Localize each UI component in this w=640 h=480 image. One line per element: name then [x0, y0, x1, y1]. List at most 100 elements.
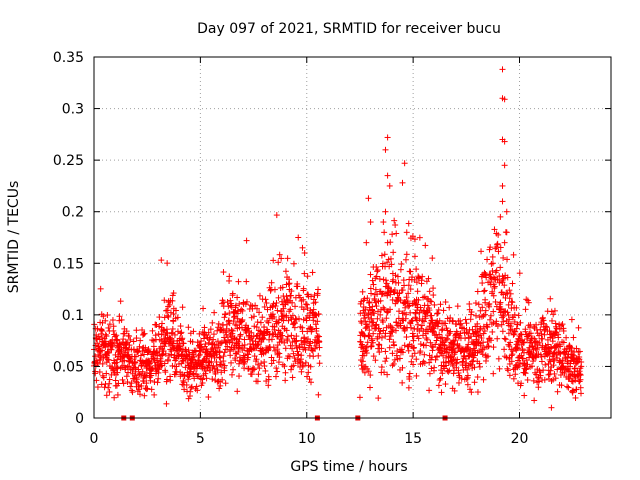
data-point [284, 333, 291, 340]
data-point [155, 369, 162, 376]
data-point [361, 369, 368, 376]
data-point [103, 392, 110, 399]
data-point [373, 264, 380, 271]
data-point [173, 368, 180, 375]
data-point [215, 320, 222, 327]
data-point [497, 244, 504, 251]
data-point [365, 195, 372, 202]
data-point [290, 350, 297, 357]
data-point [365, 368, 372, 375]
data-point [556, 326, 563, 333]
data-point [521, 369, 528, 376]
data-point [468, 309, 475, 316]
data-point [567, 360, 574, 367]
data-point [300, 285, 307, 292]
data-point [139, 326, 146, 333]
data-point [512, 371, 519, 378]
data-point [372, 299, 379, 306]
data-point [312, 345, 319, 352]
data-point [378, 364, 385, 371]
data-point [491, 226, 498, 233]
data-point [221, 349, 228, 356]
data-point [374, 308, 381, 315]
data-point [241, 352, 248, 359]
data-point [170, 310, 177, 317]
data-point [530, 377, 537, 384]
data-point [288, 288, 295, 295]
data-point [245, 354, 252, 361]
data-point [383, 280, 390, 287]
data-point [114, 356, 121, 363]
data-point [114, 369, 121, 376]
data-point [414, 288, 421, 295]
data-point [365, 299, 372, 306]
data-point [361, 352, 368, 359]
data-point [162, 350, 169, 357]
data-point [167, 377, 174, 384]
data-point [164, 356, 171, 363]
data-point [261, 324, 268, 331]
data-point [570, 334, 577, 341]
data-point [571, 356, 578, 363]
data-point [294, 348, 301, 355]
data-point [565, 384, 572, 391]
data-point [499, 182, 506, 189]
data-point [547, 295, 554, 302]
data-point [405, 290, 412, 297]
data-point [464, 366, 471, 373]
data-point [481, 345, 488, 352]
data-point [183, 381, 190, 388]
data-point [165, 313, 172, 320]
data-point [551, 357, 558, 364]
data-point [560, 327, 567, 334]
data-point [517, 319, 524, 326]
plot-frame [93, 56, 612, 419]
data-point [537, 369, 544, 376]
data-point [417, 307, 424, 314]
data-point [548, 308, 555, 315]
data-point [255, 371, 262, 378]
data-point [524, 333, 531, 340]
data-point [486, 279, 493, 286]
data-point [435, 306, 442, 313]
data-point [234, 315, 241, 322]
data-point [380, 319, 387, 326]
data-point [418, 322, 425, 329]
data-point [479, 351, 486, 358]
data-point [302, 301, 309, 308]
data-point [308, 347, 315, 354]
data-point [559, 321, 566, 328]
data-point [156, 314, 163, 321]
data-point [374, 315, 381, 322]
data-point [449, 317, 456, 324]
data-point [403, 229, 410, 236]
data-point [235, 348, 242, 355]
data-point [166, 301, 173, 308]
data-point [366, 327, 373, 334]
data-point [202, 370, 209, 377]
data-point [446, 349, 453, 356]
data-point [252, 302, 259, 309]
data-point [289, 312, 296, 319]
data-point [510, 375, 517, 382]
data-point [123, 328, 130, 335]
data-point [432, 341, 439, 348]
data-point [370, 353, 377, 360]
data-point [292, 303, 299, 310]
data-point [316, 344, 323, 351]
data-point [506, 343, 513, 350]
data-point [533, 321, 540, 328]
data-point [127, 336, 134, 343]
data-point [143, 380, 150, 387]
data-point [549, 338, 556, 345]
data-point [419, 273, 426, 280]
data-point [384, 172, 391, 179]
data-point [369, 339, 376, 346]
data-point [401, 342, 408, 349]
data-point [557, 343, 564, 350]
data-point [377, 328, 384, 335]
data-point [486, 303, 493, 310]
data-point [270, 257, 277, 264]
data-point [552, 375, 559, 382]
data-point [313, 325, 320, 332]
